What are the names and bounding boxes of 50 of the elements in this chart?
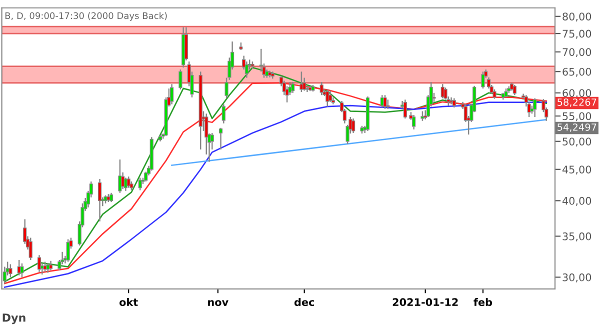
y-tick-label: 75,00 xyxy=(562,30,592,39)
candlestick xyxy=(37,254,42,273)
candlestick xyxy=(386,98,390,110)
candlestick xyxy=(28,237,32,261)
x-tick-label: nov xyxy=(208,300,228,306)
text: 58,2267 xyxy=(558,98,596,107)
candlestick xyxy=(452,98,456,108)
x-tick-label: feb xyxy=(474,298,492,306)
y-tick-label: 50,00 xyxy=(562,138,592,147)
y-tick-label: 30,00 xyxy=(562,273,592,282)
candlestick xyxy=(533,98,537,118)
candlestick xyxy=(218,127,223,150)
candlestick xyxy=(326,88,330,108)
y-tick-label: 65,00 xyxy=(562,68,592,77)
candlestick xyxy=(178,68,182,90)
candlestick xyxy=(481,70,485,90)
candlestick xyxy=(291,81,295,94)
candlestick xyxy=(109,192,114,203)
candlestick xyxy=(224,77,228,99)
x-tick-label: 2021-01-12 xyxy=(392,298,458,306)
candlestick xyxy=(512,84,516,96)
candlestick xyxy=(420,110,424,122)
candlestick xyxy=(320,81,324,96)
chart-title: B, D, 09:00-17:30 (2000 Days Back) xyxy=(5,12,167,21)
candlestick xyxy=(222,104,226,124)
candlestick xyxy=(20,262,24,278)
x-tick-label: okt xyxy=(119,298,138,306)
text: Dyn xyxy=(2,314,26,324)
candlestick xyxy=(492,88,496,100)
y-tick-label: 70,00 xyxy=(562,48,592,58)
candlestick xyxy=(8,264,12,278)
candlestick xyxy=(352,118,356,134)
y-tick-label: 80,00 xyxy=(562,12,592,22)
candlestick xyxy=(383,94,387,110)
candlestick xyxy=(126,176,130,188)
candlestick xyxy=(138,177,142,191)
candlestick xyxy=(48,260,53,271)
y-tick-label: 40,00 xyxy=(562,196,592,206)
candlestick xyxy=(412,114,416,130)
y-tick-label: 55,00 xyxy=(562,112,592,122)
candlestick xyxy=(66,238,70,262)
candlestick xyxy=(170,84,174,105)
candlestick xyxy=(403,98,407,120)
candlestick xyxy=(98,178,102,222)
x-tick-label: dec xyxy=(294,298,314,306)
y-tick-label: 45,00 xyxy=(562,166,592,175)
y-tick-label: 35,00 xyxy=(562,232,592,242)
text: 54,2497 xyxy=(558,123,596,132)
y-tick-label: 60,00 xyxy=(562,89,592,98)
candlestick xyxy=(328,90,332,103)
